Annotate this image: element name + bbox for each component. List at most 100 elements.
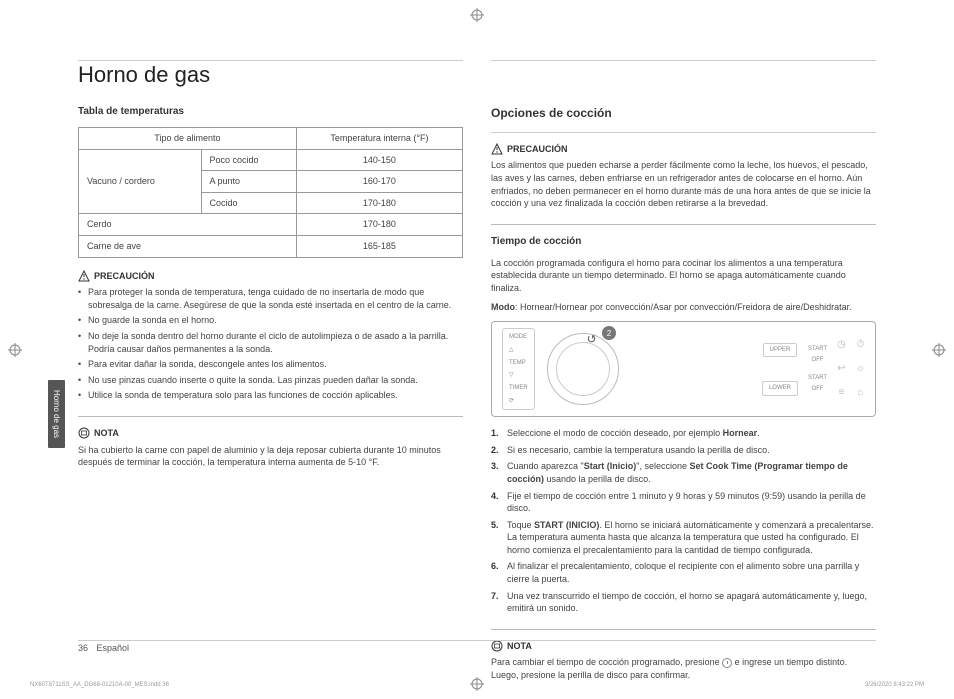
note-text-right: Para cambiar el tiempo de cocción progra… (491, 656, 876, 681)
note-text-a: Para cambiar el tiempo de cocción progra… (491, 657, 722, 667)
temp-table-title: Tabla de temperaturas (78, 105, 463, 119)
note-icon (491, 640, 503, 652)
note-heading-right: NOTA (491, 640, 876, 653)
crop-mark-right (932, 343, 946, 357)
upper-button: UPPER (763, 343, 798, 357)
bullet-item: Para proteger la sonda de temperatura, t… (78, 286, 463, 311)
bullet-item: No guarde la sonda en el horno. (78, 314, 463, 327)
caution-heading-right: PRECAUCIÓN (491, 143, 876, 156)
step-item: Fije el tiempo de cocción entre 1 minuto… (491, 490, 876, 515)
step-text: Fije el tiempo de cocción entre 1 minuto… (507, 491, 866, 514)
panel-label: MODE (509, 333, 528, 341)
caution-heading-left: PRECAUCIÓN (78, 270, 463, 283)
panel-left-labels: MODE △ TEMP ▽ TIMER ⟳ (502, 328, 535, 410)
panel-label: TIMER (509, 384, 528, 392)
step-item: Seleccione el modo de cocción deseado, p… (491, 427, 876, 440)
cell-pork-t: 170-180 (296, 214, 462, 236)
footer-rule (78, 640, 876, 641)
steps-list: Seleccione el modo de cocción deseado, p… (491, 427, 876, 615)
panel-label: △ (509, 346, 528, 354)
step-item: Al finalizar el precalentamiento, coloqu… (491, 560, 876, 585)
step-item: Una vez transcurrido el tiempo de cocció… (491, 590, 876, 615)
cell-med-t: 160-170 (296, 171, 462, 193)
cook-time-title: Tiempo de cocción (491, 235, 876, 249)
step-text: Seleccione el modo de cocción deseado, p… (507, 428, 760, 438)
divider (491, 224, 876, 225)
clock-icon: ◷ (837, 338, 846, 352)
side-tab: Horno de gas (48, 380, 65, 448)
cook-time-text: La cocción programada configura el horno… (491, 257, 876, 295)
page-content: Tabla de temperaturas Tipo de alimento T… (78, 60, 876, 651)
cell-rare: Poco cocido (201, 149, 296, 171)
dial-icon (547, 333, 619, 405)
cell-well-t: 170-180 (296, 192, 462, 214)
cook-options-heading: Opciones de cocción (491, 105, 876, 122)
left-column: Tabla de temperaturas Tipo de alimento T… (78, 60, 463, 651)
crop-mark-top (470, 8, 484, 22)
page-footer: 36 Español (78, 642, 129, 655)
step-item: Cuando aparezca "Start (Inicio)", selecc… (491, 460, 876, 485)
step-text: Toque START (INICIO). El horno se inicia… (507, 520, 874, 555)
start-label: START (808, 374, 827, 382)
off-label: OFF (812, 356, 824, 364)
caution-text-right: Los alimentos que pueden echarse a perde… (491, 159, 876, 209)
lower-button: LOWER (762, 381, 798, 395)
divider (491, 629, 876, 630)
right-column: Opciones de cocción PRECAUCIÓN Los alime… (491, 60, 876, 651)
bullet-item: No deje la sonda dentro del horno durant… (78, 330, 463, 355)
warning-icon (78, 270, 90, 282)
bullet-item: Utilice la sonda de temperatura solo par… (78, 389, 463, 402)
page-number: 36 (78, 643, 88, 653)
panel-icon-col-1: ◷ ↩ ≡ (837, 338, 846, 400)
start-label: START (808, 345, 827, 353)
cell-med: A punto (201, 171, 296, 193)
cell-pork: Cerdo (79, 214, 297, 236)
back-icon: ↩ (837, 362, 845, 376)
clock-inline-icon (722, 658, 732, 668)
bullet-item: Para evitar dañar la sonda, descongele a… (78, 358, 463, 371)
cell-poultry: Carne de ave (79, 235, 297, 257)
step-text: Al finalizar el precalentamiento, coloqu… (507, 561, 859, 584)
caution-label-right: PRECAUCIÓN (507, 143, 568, 156)
cell-well: Cocido (201, 192, 296, 214)
panel-right-block: UPPER LOWER START OFF START OFF ◷ ↩ ≡ (762, 338, 865, 400)
cell-rare-t: 140-150 (296, 149, 462, 171)
step-item: Si es necesario, cambie la temperatura u… (491, 444, 876, 457)
mode-line: Modo: Hornear/Hornear por convección/Asa… (491, 301, 876, 314)
th-food: Tipo de alimento (79, 128, 297, 150)
off-label: OFF (812, 385, 824, 393)
start-off-col-1: START OFF START OFF (808, 345, 827, 393)
divider (491, 132, 876, 133)
note-icon (78, 427, 90, 439)
crop-mark-left (8, 343, 22, 357)
divider (78, 416, 463, 417)
dial-wrap: ↺ (547, 333, 619, 405)
caution-label-left: PRECAUCIÓN (94, 270, 155, 283)
warning-icon (491, 143, 503, 155)
step-item: Toque START (INICIO). El horno se inicia… (491, 519, 876, 557)
panel-label: ⟳ (509, 397, 528, 405)
mode-list: : Hornear/Hornear por convección/Asar po… (515, 302, 852, 312)
menu-icon: ≡ (839, 386, 845, 400)
caution-bullets: Para proteger la sonda de temperatura, t… (78, 286, 463, 402)
note-label-right: NOTA (507, 640, 532, 653)
light-icon: ☼ (856, 362, 865, 376)
cell-poultry-t: 165-185 (296, 235, 462, 257)
control-panel-diagram: MODE △ TEMP ▽ TIMER ⟳ ↺ 2 UPPER LOWER ST (491, 321, 876, 417)
upper-controls: UPPER LOWER (762, 343, 798, 396)
print-meta-left: NX60T8711SS_AA_DG68-01210A-00_MES.indd 3… (30, 681, 169, 689)
panel-label: ▽ (509, 371, 528, 379)
note-heading-left: NOTA (78, 427, 463, 440)
step-text: Una vez transcurrido el tiempo de cocció… (507, 591, 867, 614)
lock-icon: ⌂ (857, 386, 863, 400)
cell-beef: Vacuno / cordero (79, 149, 202, 214)
page-lang: Español (97, 643, 130, 653)
temperature-table: Tipo de alimento Temperatura interna (°F… (78, 127, 463, 258)
note-text-left: Si ha cubierto la carne con papel de alu… (78, 444, 463, 469)
note-label-left: NOTA (94, 427, 119, 440)
mode-prefix: Modo (491, 302, 515, 312)
print-meta-right: 3/26/2020 8:43:22 PM (865, 681, 924, 689)
panel-label: TEMP (509, 359, 528, 367)
timer-icon: ⏱ (857, 338, 865, 352)
crop-mark-bottom (470, 677, 484, 691)
